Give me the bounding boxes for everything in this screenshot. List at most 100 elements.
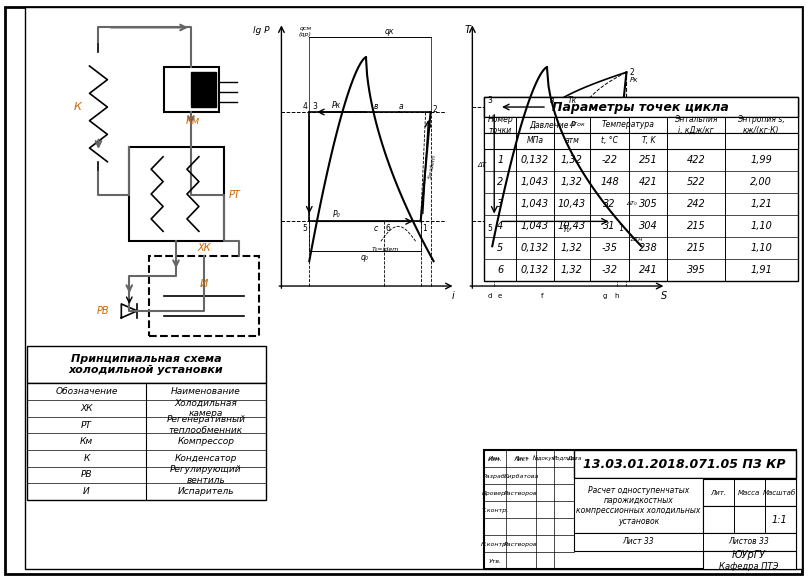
Text: ΔTн: ΔTн bbox=[630, 237, 642, 242]
Text: 4: 4 bbox=[303, 102, 307, 110]
Text: qк: qк bbox=[385, 27, 395, 36]
Text: 6: 6 bbox=[497, 265, 504, 275]
Text: Кирбатова: Кирбатова bbox=[504, 474, 539, 479]
Text: а: а bbox=[398, 102, 403, 110]
Bar bbox=[149, 256, 259, 336]
Text: 1,99: 1,99 bbox=[750, 155, 772, 165]
Text: e: e bbox=[498, 293, 502, 299]
Text: Кафедра ПТЭ: Кафедра ПТЭ bbox=[719, 562, 779, 571]
Text: 2: 2 bbox=[629, 68, 634, 77]
Bar bbox=[27, 346, 265, 383]
Text: Холодильная
камера: Холодильная камера bbox=[174, 399, 238, 418]
Text: Энтропия s,
кж/(кг·К): Энтропия s, кж/(кг·К) bbox=[737, 115, 785, 135]
Text: Провер.: Провер. bbox=[483, 491, 508, 496]
Text: 1,32: 1,32 bbox=[561, 265, 583, 275]
Text: Испаритель: Испаритель bbox=[178, 487, 234, 496]
Text: 238: 238 bbox=[639, 243, 658, 253]
Text: Н.контр.: Н.контр. bbox=[481, 542, 509, 547]
Text: МПа: МПа bbox=[526, 137, 543, 145]
Text: -35: -35 bbox=[602, 243, 618, 253]
Text: 3: 3 bbox=[313, 102, 318, 110]
Text: Параметры точек цикла: Параметры точек цикла bbox=[552, 101, 729, 113]
Text: 0,132: 0,132 bbox=[521, 243, 549, 253]
Bar bbox=[703, 506, 796, 533]
Text: 1,10: 1,10 bbox=[750, 221, 772, 231]
Text: 1,32: 1,32 bbox=[561, 177, 583, 187]
Text: Температура: Температура bbox=[602, 120, 655, 130]
Text: Растворов: Растворов bbox=[504, 491, 538, 496]
Text: К: К bbox=[84, 454, 90, 463]
Text: Регенеративный
теплообменник: Регенеративный теплообменник bbox=[166, 415, 246, 435]
Text: Регулирующий
вентиль: Регулирующий вентиль bbox=[170, 465, 242, 485]
Text: в: в bbox=[550, 95, 554, 105]
Text: И: И bbox=[84, 487, 90, 496]
Bar bbox=[484, 133, 797, 149]
Text: 1,043: 1,043 bbox=[521, 199, 549, 209]
Text: 1: 1 bbox=[618, 224, 623, 233]
Text: ЮУрГУ: ЮУрГУ bbox=[732, 550, 766, 560]
Text: f: f bbox=[541, 293, 543, 299]
Text: Расчет одноступенчатых
парожидкостных
компрессионных холодильных
установок: Расчет одноступенчатых парожидкостных ко… bbox=[577, 486, 701, 526]
Bar bbox=[484, 97, 797, 117]
Text: h: h bbox=[614, 293, 619, 299]
Text: 5: 5 bbox=[303, 224, 307, 233]
Text: ΔT₀: ΔT₀ bbox=[626, 201, 637, 206]
Text: РТ: РТ bbox=[81, 421, 92, 429]
Text: в: в bbox=[374, 102, 378, 110]
Text: Растворов: Растворов bbox=[504, 542, 538, 547]
Text: 1,21: 1,21 bbox=[750, 199, 772, 209]
Text: 2,00: 2,00 bbox=[750, 177, 772, 187]
Bar bbox=[484, 450, 796, 569]
Text: Лист: Лист bbox=[514, 456, 528, 461]
Text: 3: 3 bbox=[488, 95, 493, 105]
Text: РВ: РВ bbox=[81, 471, 92, 479]
Text: 215: 215 bbox=[687, 221, 706, 231]
Text: 1: 1 bbox=[497, 155, 504, 165]
Text: 10,43: 10,43 bbox=[558, 199, 586, 209]
Text: T: T bbox=[465, 26, 470, 35]
Text: 422: 422 bbox=[687, 155, 706, 165]
Text: 1,10: 1,10 bbox=[750, 243, 772, 253]
Text: d: d bbox=[488, 293, 492, 299]
Text: 1:1: 1:1 bbox=[772, 515, 787, 525]
Text: 5: 5 bbox=[488, 224, 493, 233]
Text: Изм.: Изм. bbox=[489, 456, 502, 461]
Text: ХК: ХК bbox=[197, 243, 211, 253]
Bar bbox=[27, 383, 265, 500]
Text: Изм.: Изм. bbox=[488, 457, 503, 462]
Bar bbox=[574, 450, 796, 478]
Text: 215: 215 bbox=[687, 243, 706, 253]
Text: Компрессор: Компрессор bbox=[178, 437, 234, 446]
Text: 421: 421 bbox=[639, 177, 658, 187]
Text: Номер
точки: Номер точки bbox=[487, 115, 513, 135]
Text: 395: 395 bbox=[687, 265, 706, 275]
Text: Подпись: Подпись bbox=[552, 456, 577, 461]
Text: №докум.: №докум. bbox=[532, 456, 558, 461]
Text: Конденсатор: Конденсатор bbox=[174, 454, 237, 463]
Text: И: И bbox=[200, 279, 208, 289]
Text: 304: 304 bbox=[639, 221, 658, 231]
Text: ΔTок: ΔTок bbox=[569, 123, 585, 127]
Bar bbox=[484, 97, 797, 281]
Text: 1,32: 1,32 bbox=[561, 155, 583, 165]
Text: 305: 305 bbox=[639, 199, 658, 209]
Text: 1: 1 bbox=[423, 224, 427, 233]
Text: 242: 242 bbox=[687, 199, 706, 209]
Text: 241: 241 bbox=[639, 265, 658, 275]
Text: t, °C: t, °C bbox=[601, 137, 618, 145]
Text: 31: 31 bbox=[603, 221, 616, 231]
Text: Pк: Pк bbox=[332, 101, 341, 110]
Text: Листов 33: Листов 33 bbox=[728, 537, 769, 546]
Text: S: S bbox=[661, 291, 667, 301]
Text: ΔT: ΔT bbox=[478, 162, 487, 168]
Text: g: g bbox=[603, 293, 607, 299]
Text: 251: 251 bbox=[639, 155, 658, 165]
Text: T, K: T, K bbox=[642, 137, 655, 145]
Text: 1,32: 1,32 bbox=[561, 243, 583, 253]
Text: 5: 5 bbox=[497, 243, 504, 253]
Text: Лит.: Лит. bbox=[710, 490, 726, 496]
Text: -22: -22 bbox=[602, 155, 618, 165]
Bar bbox=[703, 479, 796, 506]
Text: Лист: Лист bbox=[513, 457, 529, 462]
Text: 13.03.01.2018.071.05 ПЗ КР: 13.03.01.2018.071.05 ПЗ КР bbox=[583, 457, 785, 471]
